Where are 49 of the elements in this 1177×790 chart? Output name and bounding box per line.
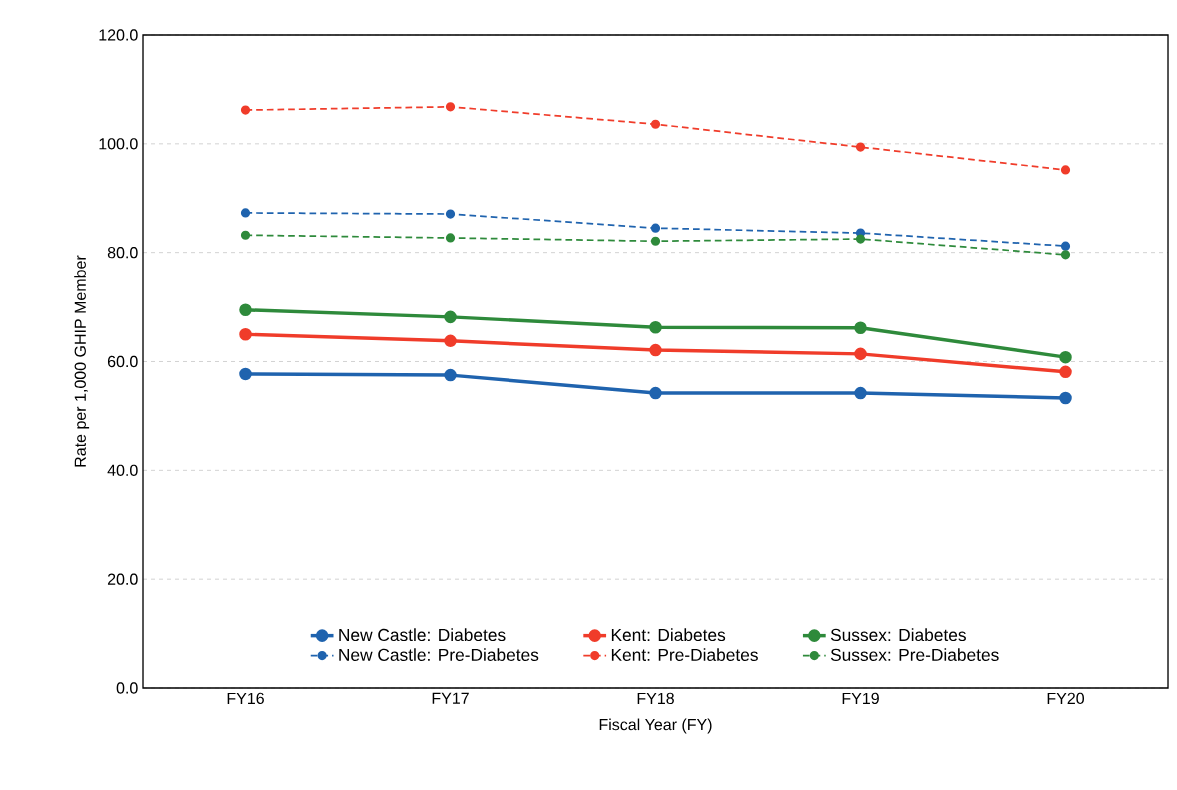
- x-tick-label: FY17: [432, 692, 469, 704]
- point: [239, 367, 252, 381]
- point: [1059, 365, 1072, 379]
- y-tick-label: 120.0: [99, 29, 138, 41]
- point: [854, 386, 867, 400]
- point: [444, 310, 457, 324]
- point: [854, 321, 867, 335]
- point: [1059, 350, 1072, 364]
- x-tick-label: FY19: [842, 692, 879, 705]
- point: [650, 236, 661, 246]
- point: [240, 208, 251, 218]
- point: [240, 230, 251, 240]
- x-tick-label: FY16: [227, 692, 264, 705]
- legend-label: Kent: Pre-Diabetes: [611, 648, 758, 661]
- point: [649, 386, 662, 400]
- point: [855, 142, 866, 152]
- y-tick-label: 80.0: [107, 247, 138, 259]
- point: [855, 234, 866, 244]
- y-axis-title: Rate per 1,000 GHIP Member: [74, 255, 90, 467]
- point: [1060, 250, 1071, 260]
- legend-label: Sussex: Diabetes: [830, 628, 966, 642]
- point: [854, 347, 867, 361]
- point: [445, 209, 456, 219]
- point: [649, 343, 662, 357]
- point: [649, 320, 662, 334]
- point: [650, 119, 661, 129]
- y-tick-label: 0.0: [116, 682, 138, 694]
- legend-label: New Castle: Diabetes: [339, 628, 506, 642]
- point: [239, 303, 252, 317]
- point: [650, 223, 661, 233]
- point: [1060, 165, 1071, 175]
- point: [1060, 241, 1071, 251]
- point: [1059, 391, 1072, 405]
- legend-label: Kent: Diabetes: [611, 628, 726, 642]
- point: [444, 334, 457, 348]
- point: [239, 328, 252, 341]
- legend-label: New Castle: Pre-Diabetes: [339, 648, 539, 661]
- y-tick-label: 20.0: [107, 573, 138, 585]
- point: [444, 368, 457, 382]
- x-tick-label: FY18: [637, 692, 674, 705]
- legend-label: Sussex: Pre-Diabetes: [830, 648, 999, 661]
- point: [445, 233, 456, 243]
- y-tick-label: 60.0: [107, 355, 138, 368]
- y-tick-label: 100.0: [99, 138, 138, 150]
- point: [445, 102, 456, 112]
- x-axis-title: Fiscal Year (FY): [599, 718, 712, 734]
- y-tick-label: 40.0: [107, 464, 138, 476]
- point: [240, 105, 251, 115]
- x-tick-label: FY20: [1047, 692, 1085, 705]
